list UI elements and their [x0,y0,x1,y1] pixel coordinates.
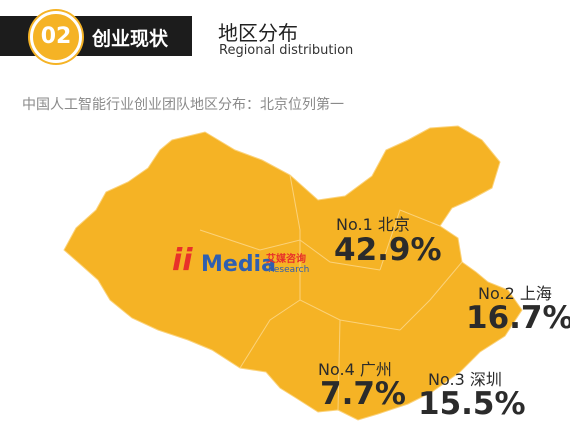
province-borders [199,174,463,411]
region-value: 42.9% [334,232,442,268]
map-shape [63,125,523,421]
subtitle: Regional distribution [219,43,354,58]
region-label: No.3 深圳 [428,370,502,389]
title: 地区分布 [218,21,298,45]
logo-brand-cn: 艾媒咨询 [266,254,306,265]
region-label: No.2 上海 [478,284,552,303]
region-value: 15.5% [418,386,526,422]
section-title: 创业现状 [92,28,169,50]
logo-brand-en: Research [268,265,310,275]
region-value: 7.7% [320,376,406,412]
region-label: No.4 广州 [318,360,392,379]
region-label: No.1 北京 [336,215,410,234]
caption: 中国人工智能行业创业团队地区分布：北京位列第一 [22,97,344,113]
logo-brand: Media [201,252,276,277]
region-value: 16.7% [466,300,570,336]
badge: 02 [30,11,82,63]
logo-mark: ii [172,243,193,278]
